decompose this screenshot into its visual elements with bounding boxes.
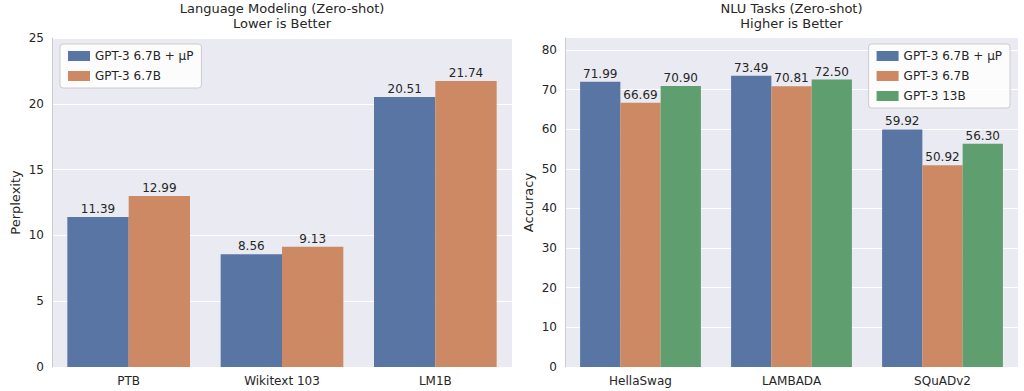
svg-text:Higher is Better: Higher is Better xyxy=(740,16,843,31)
svg-text:GPT-3 6.7B: GPT-3 6.7B xyxy=(95,69,161,83)
svg-text:Language Modeling (Zero-shot): Language Modeling (Zero-shot) xyxy=(180,1,385,16)
svg-text:LM1B: LM1B xyxy=(419,374,452,388)
svg-text:0: 0 xyxy=(36,360,44,374)
svg-text:HellaSwag: HellaSwag xyxy=(609,374,672,388)
svg-text:PTB: PTB xyxy=(117,374,140,388)
svg-text:56.30: 56.30 xyxy=(966,129,1000,143)
svg-text:GPT-3 6.7B + μP: GPT-3 6.7B + μP xyxy=(95,49,193,63)
svg-text:GPT-3 6.7B: GPT-3 6.7B xyxy=(904,69,970,83)
svg-text:50: 50 xyxy=(542,162,557,176)
svg-text:73.49: 73.49 xyxy=(734,61,768,75)
svg-text:59.92: 59.92 xyxy=(885,114,919,128)
svg-text:10: 10 xyxy=(542,320,557,334)
svg-text:70.90: 70.90 xyxy=(664,71,698,85)
svg-text:12.99: 12.99 xyxy=(142,181,176,195)
svg-text:70.81: 70.81 xyxy=(774,71,808,85)
svg-text:8.56: 8.56 xyxy=(238,239,265,253)
svg-text:80: 80 xyxy=(542,43,557,57)
svg-text:60: 60 xyxy=(542,122,557,136)
svg-text:5: 5 xyxy=(36,294,44,308)
svg-text:30: 30 xyxy=(542,241,557,255)
svg-text:Wikitext 103: Wikitext 103 xyxy=(244,374,320,388)
svg-text:20: 20 xyxy=(542,281,557,295)
svg-text:66.69: 66.69 xyxy=(623,88,657,102)
svg-text:20.51: 20.51 xyxy=(387,82,421,96)
svg-text:GPT-3 13B: GPT-3 13B xyxy=(904,89,966,103)
svg-text:70: 70 xyxy=(542,83,557,97)
svg-text:0: 0 xyxy=(549,360,557,374)
svg-text:SQuADv2: SQuADv2 xyxy=(914,374,971,388)
svg-text:25: 25 xyxy=(29,31,44,45)
svg-text:40: 40 xyxy=(542,201,557,215)
svg-text:21.74: 21.74 xyxy=(449,66,483,80)
svg-text:Lower is Better: Lower is Better xyxy=(233,16,332,31)
svg-text:9.13: 9.13 xyxy=(299,232,326,246)
svg-text:20: 20 xyxy=(29,97,44,111)
svg-text:LAMBADA: LAMBADA xyxy=(762,374,822,388)
svg-text:Accuracy: Accuracy xyxy=(521,173,536,233)
svg-text:71.99: 71.99 xyxy=(583,67,617,81)
svg-text:72.50: 72.50 xyxy=(815,65,849,79)
svg-text:50.92: 50.92 xyxy=(925,150,959,164)
svg-text:NLU Tasks (Zero-shot): NLU Tasks (Zero-shot) xyxy=(721,1,863,16)
svg-text:GPT-3 6.7B + μP: GPT-3 6.7B + μP xyxy=(904,49,1002,63)
svg-text:11.39: 11.39 xyxy=(81,202,115,216)
svg-text:Perplexity: Perplexity xyxy=(8,170,23,235)
svg-text:15: 15 xyxy=(29,163,44,177)
svg-text:10: 10 xyxy=(29,228,44,242)
